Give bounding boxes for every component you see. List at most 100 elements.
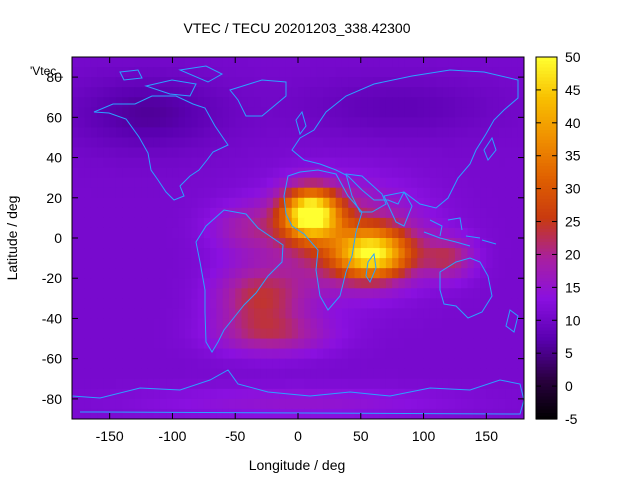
heatmap-cell bbox=[379, 97, 387, 108]
heatmap-cell bbox=[373, 187, 381, 199]
heatmap-cell bbox=[354, 227, 362, 239]
heatmap-cell bbox=[141, 318, 148, 330]
heatmap-cell bbox=[228, 167, 236, 179]
heatmap-cell bbox=[398, 288, 406, 299]
heatmap-cell bbox=[216, 338, 224, 350]
heatmap-cell bbox=[216, 57, 224, 68]
heatmap-cell bbox=[178, 207, 186, 219]
heatmap-cell bbox=[97, 398, 104, 410]
heatmap-cell bbox=[473, 328, 481, 340]
colorbar-segment bbox=[536, 182, 557, 186]
heatmap-cell bbox=[90, 67, 98, 78]
heatmap-cell bbox=[486, 197, 494, 209]
heatmap-cell bbox=[285, 157, 293, 169]
heatmap-cell bbox=[404, 227, 412, 239]
heatmap-cell bbox=[417, 348, 425, 360]
heatmap-cell bbox=[172, 197, 180, 209]
heatmap-cell bbox=[323, 298, 330, 309]
heatmap-cell bbox=[442, 57, 450, 68]
heatmap-cell bbox=[203, 288, 211, 299]
heatmap-cell bbox=[323, 378, 330, 390]
heatmap-cell bbox=[159, 328, 167, 340]
colorbar-segment bbox=[536, 343, 557, 348]
heatmap-cell bbox=[304, 378, 312, 390]
heatmap-cell bbox=[517, 408, 524, 419]
heatmap-cell bbox=[316, 368, 324, 380]
heatmap-cell bbox=[90, 137, 98, 149]
heatmap-cell bbox=[185, 238, 192, 249]
heatmap-cell bbox=[147, 248, 155, 259]
heatmap-cell bbox=[423, 187, 431, 199]
heatmap-cell bbox=[141, 238, 148, 249]
heatmap-cell bbox=[310, 217, 318, 229]
heatmap-cell bbox=[134, 87, 142, 98]
heatmap-cell bbox=[480, 328, 487, 340]
heatmap-cell bbox=[210, 408, 217, 419]
heatmap-cell bbox=[222, 147, 230, 159]
heatmap-cell bbox=[423, 137, 431, 149]
heatmap-cell bbox=[291, 408, 299, 419]
heatmap-cell bbox=[442, 227, 450, 239]
heatmap-cell bbox=[323, 197, 330, 209]
heatmap-cell bbox=[354, 398, 362, 410]
heatmap-cell bbox=[115, 258, 123, 269]
heatmap-cell bbox=[147, 388, 155, 400]
heatmap-cell bbox=[266, 177, 274, 189]
heatmap-cell bbox=[329, 207, 337, 219]
heatmap-cell bbox=[335, 258, 343, 269]
heatmap-cell bbox=[335, 388, 343, 400]
heatmap-cell bbox=[316, 167, 324, 179]
colorbar-segment bbox=[536, 320, 557, 325]
heatmap-cell bbox=[373, 308, 381, 320]
heatmap-cell bbox=[492, 197, 500, 209]
heatmap-cell bbox=[260, 97, 268, 108]
heatmap-cell bbox=[147, 268, 155, 279]
heatmap-cell bbox=[90, 298, 98, 309]
heatmap-cell bbox=[379, 388, 387, 400]
heatmap-cell bbox=[172, 268, 180, 279]
heatmap-cell bbox=[78, 127, 86, 139]
heatmap-cell bbox=[404, 127, 412, 139]
heatmap-cell bbox=[247, 348, 255, 360]
heatmap-cell bbox=[423, 197, 431, 209]
heatmap-cell bbox=[109, 107, 117, 118]
heatmap-cell bbox=[304, 338, 312, 350]
heatmap-cell bbox=[166, 268, 174, 279]
heatmap-cell bbox=[272, 348, 280, 360]
heatmap-cell bbox=[354, 67, 362, 78]
heatmap-cell bbox=[216, 187, 224, 199]
heatmap-cell bbox=[505, 268, 513, 279]
heatmap-cell bbox=[260, 268, 268, 279]
heatmap-cell bbox=[423, 368, 431, 380]
heatmap-cell bbox=[147, 258, 155, 269]
heatmap-cell bbox=[367, 278, 374, 289]
heatmap-cell bbox=[505, 87, 513, 98]
heatmap-cell bbox=[329, 137, 337, 149]
heatmap-cell bbox=[304, 117, 312, 128]
heatmap-cell bbox=[109, 127, 117, 139]
heatmap-cell bbox=[228, 127, 236, 139]
heatmap-cell bbox=[241, 358, 249, 370]
heatmap-cell bbox=[84, 127, 92, 139]
heatmap-cell bbox=[442, 67, 450, 78]
heatmap-cell bbox=[122, 57, 130, 68]
heatmap-cell bbox=[436, 318, 443, 330]
heatmap-cell bbox=[341, 278, 349, 289]
heatmap-cell bbox=[367, 358, 374, 370]
heatmap-cell bbox=[429, 248, 437, 259]
heatmap-cell bbox=[298, 318, 305, 330]
heatmap-cell bbox=[153, 147, 161, 159]
heatmap-cell bbox=[141, 288, 148, 299]
heatmap-cell bbox=[486, 57, 494, 68]
heatmap-cell bbox=[285, 57, 293, 68]
heatmap-cell bbox=[442, 87, 450, 98]
x-tick-label: -150 bbox=[96, 428, 124, 444]
heatmap-cell bbox=[128, 368, 136, 380]
heatmap-cell bbox=[84, 177, 92, 189]
heatmap-cell bbox=[323, 147, 330, 159]
heatmap-cell bbox=[266, 368, 274, 380]
heatmap-cell bbox=[298, 117, 305, 128]
heatmap-cell bbox=[235, 328, 243, 340]
heatmap-cell bbox=[203, 238, 211, 249]
heatmap-cell bbox=[473, 117, 481, 128]
